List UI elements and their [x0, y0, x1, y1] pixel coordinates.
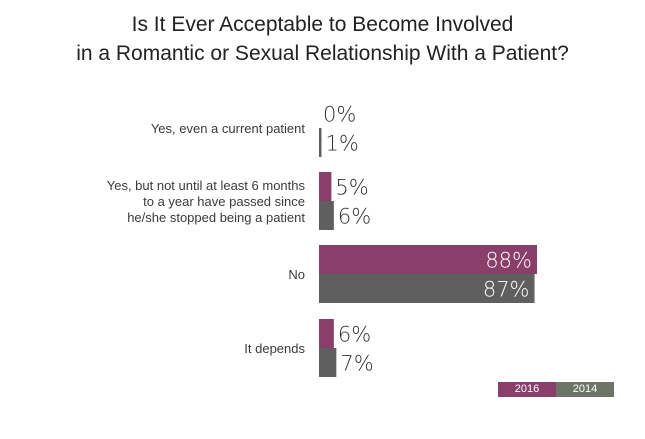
legend-item-2016: 2016 — [498, 382, 556, 397]
bar-2016-1 — [319, 172, 332, 201]
value-label-2016-0: 0% — [323, 103, 356, 127]
value-label-2014-3: 7% — [340, 352, 373, 376]
bar-2016-2 — [319, 245, 537, 274]
category-label-1: Yes, but not until at least 6 months to a… — [107, 178, 306, 225]
bar-2014-2 — [319, 274, 535, 303]
bar-2014-3 — [319, 348, 337, 377]
chart-title-line-2: in a Romantic or Sexual Relationship Wit… — [76, 42, 569, 65]
value-label-2014-1: 6% — [338, 205, 371, 229]
value-label-2014-0: 1% — [325, 132, 358, 156]
value-label-2014-2: 87% — [483, 278, 530, 302]
value-label-2016-3: 6% — [338, 323, 371, 347]
chart-legend: 2016 2014 — [498, 382, 614, 397]
category-label-3: It depends — [244, 341, 305, 356]
category-label-2: No — [288, 267, 305, 282]
chart-title-line-1: Is It Ever Acceptable to Become Involved — [131, 13, 514, 36]
bar-2014-0 — [319, 128, 322, 157]
value-label-2016-2: 88% — [485, 249, 532, 273]
legend-item-2014: 2014 — [556, 382, 614, 397]
bar-2016-3 — [319, 319, 334, 348]
category-label-0: Yes, even a current patient — [151, 121, 306, 136]
value-label-2016-1: 5% — [335, 176, 368, 200]
bar-2014-1 — [319, 201, 334, 230]
